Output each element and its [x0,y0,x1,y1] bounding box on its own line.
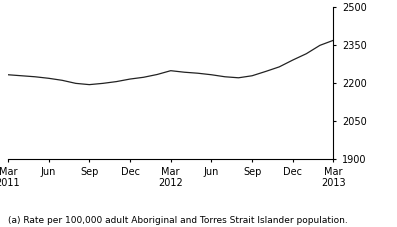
Text: (a) Rate per 100,000 adult Aboriginal and Torres Strait Islander population.: (a) Rate per 100,000 adult Aboriginal an… [8,216,348,225]
